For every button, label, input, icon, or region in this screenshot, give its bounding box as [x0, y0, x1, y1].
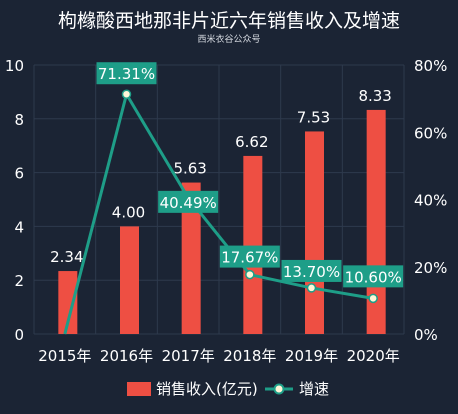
- x-tick-label: 2018年: [223, 347, 276, 365]
- y-right-tick-label: 80%: [414, 57, 447, 75]
- growth-label-box: [96, 62, 157, 85]
- bar-value-label: 5.63: [173, 160, 206, 178]
- bar: [305, 131, 324, 334]
- x-tick-label: 2016年: [100, 347, 153, 365]
- y-left-tick-label: 0: [14, 326, 24, 344]
- chart-title: 枸橼酸西地那非片近六年销售收入及增速: [58, 10, 400, 32]
- growth-label-box: [158, 190, 219, 213]
- bar: [58, 271, 78, 334]
- bar-value-label: 7.53: [297, 108, 330, 126]
- growth-label-box: [343, 265, 404, 288]
- legend: 销售收入(亿元) 增速: [127, 380, 329, 398]
- y-left-tick-label: 10: [5, 57, 24, 75]
- growth-label: 71.31%: [98, 65, 155, 83]
- growth-point: [121, 89, 132, 99]
- growth-label: 17.67%: [221, 249, 278, 267]
- bar: [181, 182, 201, 334]
- chart-subtitle: 西米衣谷公众号: [197, 33, 260, 45]
- legend-bar-label: 销售收入(亿元): [156, 380, 258, 398]
- x-axis: 2015年 2016年 2017年 2018年 2019年 2020年: [38, 347, 400, 365]
- growth-label-box: [281, 259, 342, 282]
- growth-point: [368, 293, 378, 304]
- y-left-tick-label: 4: [14, 218, 24, 236]
- bar-labels-layer: 2.34 4.00 5.63 6.62 7.53 8.33: [50, 87, 392, 266]
- growth-label: 13.70%: [283, 263, 340, 281]
- growth-point: [306, 283, 317, 293]
- x-tick-label: 2020年: [347, 347, 400, 365]
- legend-line-label: 增速: [299, 380, 329, 398]
- growth-label-box: [219, 245, 280, 268]
- x-tick-label: 2017年: [162, 347, 215, 365]
- growth-point: [245, 269, 255, 280]
- y-right-tick-label: 40%: [414, 192, 447, 210]
- y-left-tick-label: 6: [14, 165, 24, 183]
- y-right-tick-label: 20%: [414, 259, 447, 277]
- y-right-tick-label: 0%: [414, 326, 438, 344]
- bar-value-label: 4.00: [112, 203, 145, 221]
- line-labels-layer: 71.31% 40.49% 17.67% 13.70% 10.60%: [96, 62, 404, 288]
- bar-value-label: 6.62: [235, 133, 268, 151]
- legend-line-point: [273, 383, 285, 395]
- y-right-tick-label: 60%: [414, 124, 447, 142]
- bar-value-label: 8.33: [358, 87, 391, 105]
- growth-label: 40.49%: [160, 194, 217, 212]
- x-tick-label: 2015年: [38, 347, 91, 365]
- grid-layer: [33, 64, 405, 335]
- growth-label: 10.60%: [345, 268, 402, 286]
- y-axis-right: 0% 20% 40% 60% 80%: [414, 57, 447, 344]
- bar: [243, 155, 263, 334]
- bar-value-label: 2.34: [50, 248, 83, 266]
- growth-line: [63, 92, 374, 335]
- x-tick-label: 2019年: [285, 347, 338, 365]
- legend-bar-swatch: [127, 382, 151, 396]
- y-left-tick-label: 2: [14, 272, 24, 290]
- y-axis-left: 0 2 4 6 8 10: [5, 57, 24, 344]
- y-left-tick-label: 8: [14, 111, 24, 129]
- bar: [120, 226, 139, 334]
- bars-layer: [58, 109, 386, 334]
